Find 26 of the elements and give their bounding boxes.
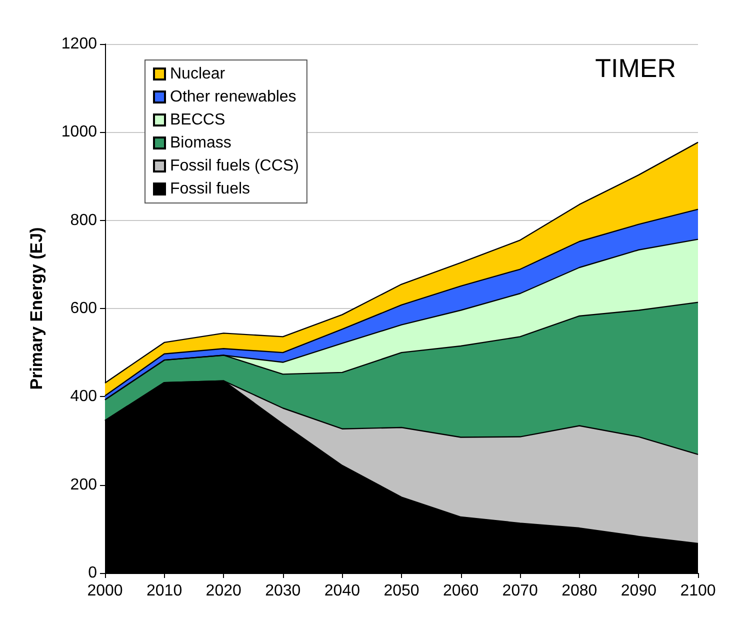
legend-label: Nuclear: [170, 66, 226, 82]
y-tick-label: 800: [70, 212, 98, 229]
y-tick-label: 400: [70, 388, 98, 406]
x-tick-label: 2100: [680, 582, 716, 600]
legend-label: Other renewables: [170, 88, 296, 106]
y-tick-label: 1200: [61, 36, 98, 52]
legend-label: Fossil fuels: [170, 180, 250, 198]
y-axis-title: Primary Energy (EJ): [27, 227, 46, 390]
legend-label: Biomass: [170, 134, 232, 152]
y-tick-label: 600: [70, 300, 98, 317]
x-tick-label: 2060: [443, 582, 479, 600]
x-tick-label: 2020: [206, 582, 242, 600]
x-tick-label: 2080: [562, 582, 598, 600]
y-tick-label: 200: [70, 476, 98, 494]
x-tick-label: 2010: [146, 582, 182, 600]
legend-label: BECCS: [170, 112, 226, 128]
x-tick-label: 2040: [324, 582, 360, 600]
legend-label: Fossil fuels (CCS): [170, 158, 299, 174]
y-tick-label: 0: [88, 564, 98, 582]
y-tick-label: 1000: [61, 124, 98, 141]
x-tick-label: 2030: [265, 582, 301, 600]
x-tick-label: 2070: [502, 582, 538, 600]
x-tick-label: 2050: [384, 582, 420, 600]
x-tick-label: 2000: [87, 582, 123, 600]
x-tick-label: 2090: [620, 582, 657, 600]
chart-title: TIMER: [595, 53, 676, 83]
